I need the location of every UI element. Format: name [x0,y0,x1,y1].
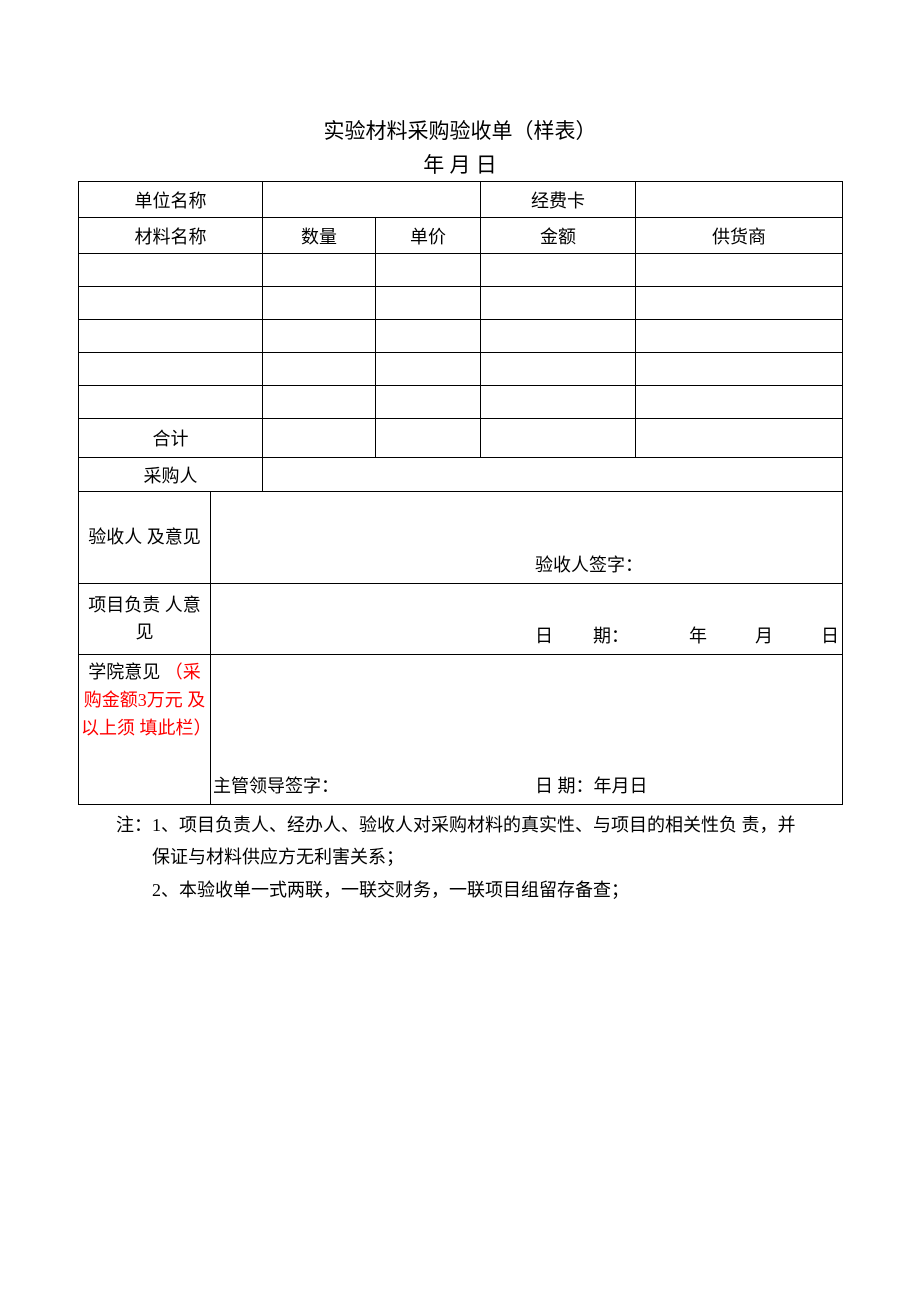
amount-header: 金额 [481,218,636,254]
notes-section: 注：1、项目负责人、经办人、验收人对采购材料的真实性、与项目的相关性负 责，并 … [78,805,842,906]
header-row-1: 单位名称 经费卡 [79,182,843,218]
pm-year: 年 [689,626,707,646]
table-row [79,287,843,320]
table-row [79,254,843,287]
material-name-header: 材料名称 [79,218,263,254]
inspector-row: 验收人 及意见 验收人签字： [79,492,843,584]
document-title: 实验材料采购验收单（样表） [78,115,842,145]
note-1: 注：1、项目负责人、经办人、验收人对采购材料的真实性、与项目的相关性负 责，并 [116,809,842,841]
inspector-content: 验收人签字： [211,492,843,584]
college-opinion-text: 学院意见 [88,662,160,682]
pm-date-line: 日 期： 年 月 日 [211,622,842,648]
college-date-line: 日 期：年月日 [535,772,648,798]
college-content: 主管领导签字： 日 期：年月日 [211,655,843,805]
purchaser-label: 采购人 [79,458,263,492]
purchaser-row: 采购人 [79,458,843,492]
fund-card-value [636,182,843,218]
pm-content: 日 期： 年 月 日 [211,584,843,655]
leader-sign-label: 主管领导签字： [213,772,339,798]
unit-name-label: 单位名称 [79,182,263,218]
pm-date-qi: 期： [593,626,629,646]
college-year: 年 [594,776,612,796]
header-row-2: 材料名称 数量 单价 金额 供货商 [79,218,843,254]
table-row [79,386,843,419]
note-1b: 保证与材料供应方无利害关系； [116,841,842,873]
table-row [79,353,843,386]
note-2: 2、本验收单一式两联，一联交财务，一联项目组留存备查； [116,874,842,906]
acceptance-table: 单位名称 经费卡 材料名称 数量 单价 金额 供货商 合计 采购人 验收人 及意… [78,181,843,805]
table-row [79,320,843,353]
college-row: 学院意见 （采购金额3万元 及以上须 填此栏） 主管领导签字： 日 期：年月日 [79,655,843,805]
college-label: 学院意见 （采购金额3万元 及以上须 填此栏） [79,655,211,805]
total-row: 合计 [79,419,843,458]
unitprice-header: 单价 [376,218,481,254]
total-label: 合计 [79,419,263,458]
date-line: 年 月 日 [78,149,842,179]
college-day: 日 [630,776,648,796]
quantity-header: 数量 [263,218,376,254]
pm-day: 日 [821,626,839,646]
college-date-prefix: 日 期： [535,776,594,796]
pm-date-ri: 日 [535,626,553,646]
inspector-sign-label: 验收人签字： [211,551,842,577]
pm-label: 项目负责 人意见 [79,584,211,655]
supplier-header: 供货商 [636,218,843,254]
fund-card-label: 经费卡 [481,182,636,218]
inspector-label: 验收人 及意见 [79,492,211,584]
unit-name-value [263,182,481,218]
purchaser-value [263,458,843,492]
pm-row: 项目负责 人意见 日 期： 年 月 日 [79,584,843,655]
college-month: 月 [612,776,630,796]
pm-month: 月 [755,626,773,646]
